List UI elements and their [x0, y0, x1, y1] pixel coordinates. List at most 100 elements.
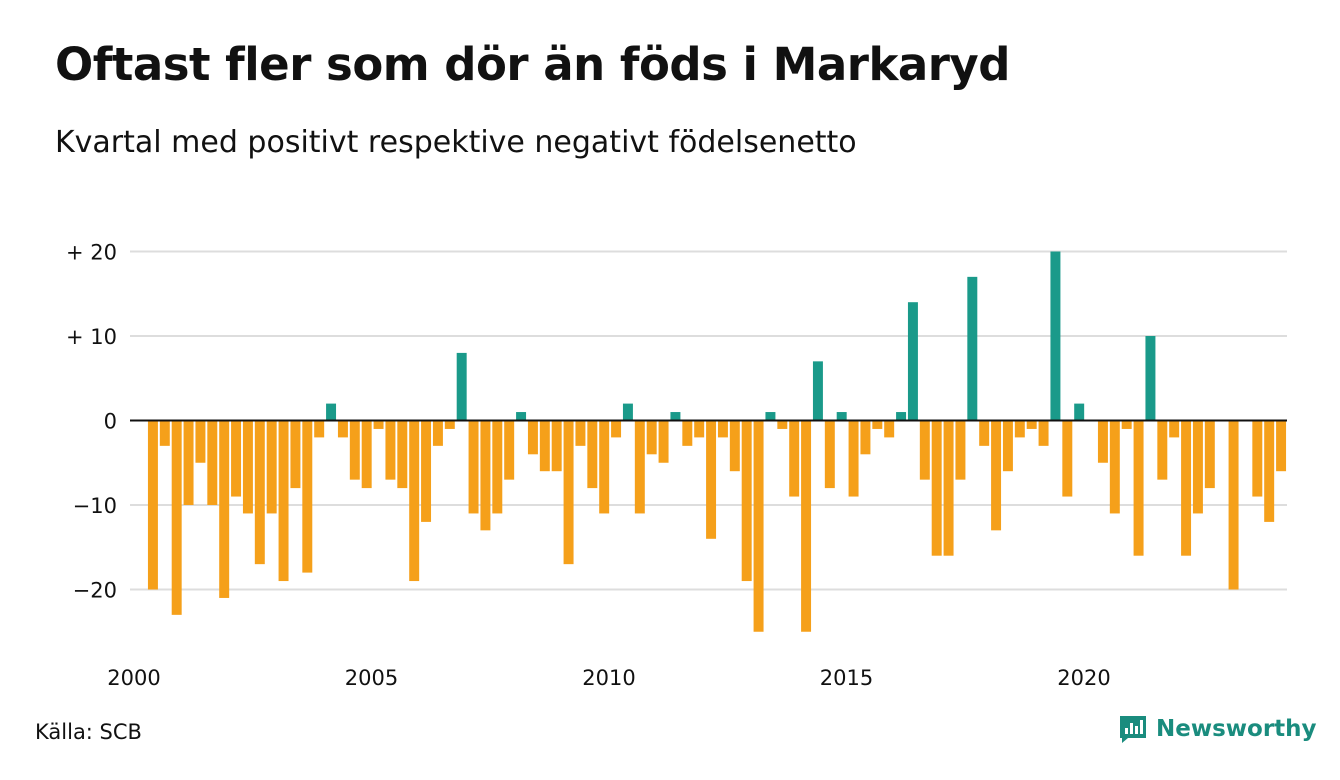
x-tick-label: 2015 [820, 666, 873, 690]
bar [896, 412, 907, 421]
bar [765, 412, 776, 421]
bar [1204, 420, 1215, 489]
y-tick-label: + 10 [66, 325, 117, 349]
bar [1026, 420, 1037, 429]
bar [1145, 336, 1156, 421]
bar [314, 420, 325, 438]
bar [575, 420, 586, 446]
bar [646, 420, 657, 455]
y-tick-label: 0 [104, 410, 117, 434]
bar [848, 420, 859, 497]
bar [326, 403, 337, 421]
bar [504, 420, 515, 480]
bar [1074, 403, 1085, 421]
bar [302, 420, 313, 573]
bar [468, 420, 479, 514]
bar [290, 420, 301, 489]
bar [682, 420, 693, 446]
bar [551, 420, 562, 472]
bar [159, 420, 170, 446]
bar [219, 420, 230, 598]
bar [539, 420, 550, 472]
bar [967, 276, 978, 421]
bar [801, 420, 812, 632]
bar [516, 412, 527, 421]
bar [907, 302, 918, 421]
bar [456, 352, 467, 421]
x-tick-label: 2000 [107, 666, 160, 690]
bar [183, 420, 194, 505]
bar [729, 420, 740, 472]
bar [195, 420, 206, 463]
chart-subtitle: Kvartal med positivt respektive negativt… [55, 125, 857, 160]
bars [147, 251, 1287, 632]
bar [599, 420, 610, 514]
bar [563, 420, 574, 565]
bar [421, 420, 432, 522]
bar [527, 420, 538, 455]
bar [717, 420, 728, 438]
bar [1133, 420, 1144, 556]
bar [349, 420, 360, 480]
bar [919, 420, 930, 480]
bar [860, 420, 871, 455]
x-tick-label: 2005 [345, 666, 398, 690]
x-tick-label: 2010 [582, 666, 635, 690]
bar [694, 420, 705, 438]
bar [1264, 420, 1275, 522]
bar [254, 420, 265, 565]
bar [278, 420, 289, 582]
y-tick-label: + 20 [66, 241, 117, 265]
bar [931, 420, 942, 556]
bar [492, 420, 503, 514]
bar [444, 420, 455, 429]
bar [1002, 420, 1013, 472]
bar [1121, 420, 1132, 429]
x-axis-labels: 2000 2005 2010 2015 2020 [107, 666, 1110, 690]
bar [1276, 420, 1287, 472]
bar [480, 420, 491, 531]
bar [979, 420, 990, 446]
bar [789, 420, 800, 497]
bar [1062, 420, 1073, 497]
bar [884, 420, 895, 438]
bar [634, 420, 645, 514]
bar [611, 420, 622, 438]
bar [1157, 420, 1168, 480]
bar [373, 420, 384, 429]
bar [171, 420, 182, 615]
bar [1014, 420, 1025, 438]
bar [991, 420, 1002, 531]
source-note: Källa: SCB [35, 720, 142, 744]
bar [1109, 420, 1120, 514]
bar [409, 420, 420, 582]
bar [1169, 420, 1180, 438]
bar [955, 420, 966, 480]
newsworthy-logo-icon [1120, 716, 1146, 743]
bar [622, 403, 633, 421]
y-tick-label: −20 [73, 579, 117, 603]
bar [432, 420, 443, 446]
y-tick-label: −10 [73, 494, 117, 518]
bar [147, 420, 158, 590]
bar [872, 420, 883, 429]
bar [337, 420, 348, 438]
bar [242, 420, 253, 514]
bar [1192, 420, 1203, 514]
bar [361, 420, 372, 489]
bar [1181, 420, 1192, 556]
bar [753, 420, 764, 632]
bar [824, 420, 835, 489]
bar [812, 361, 823, 421]
bar [385, 420, 396, 480]
bar [587, 420, 598, 489]
bar [266, 420, 277, 514]
bar [706, 420, 717, 539]
bar [207, 420, 218, 505]
bar [1228, 420, 1239, 590]
bar [777, 420, 788, 429]
chart-title: Oftast fler som dör än föds i Markaryd [55, 38, 1010, 91]
bar [658, 420, 669, 463]
y-axis-labels: + 20 + 10 0 −10 −20 [66, 241, 117, 603]
bar [943, 420, 954, 556]
